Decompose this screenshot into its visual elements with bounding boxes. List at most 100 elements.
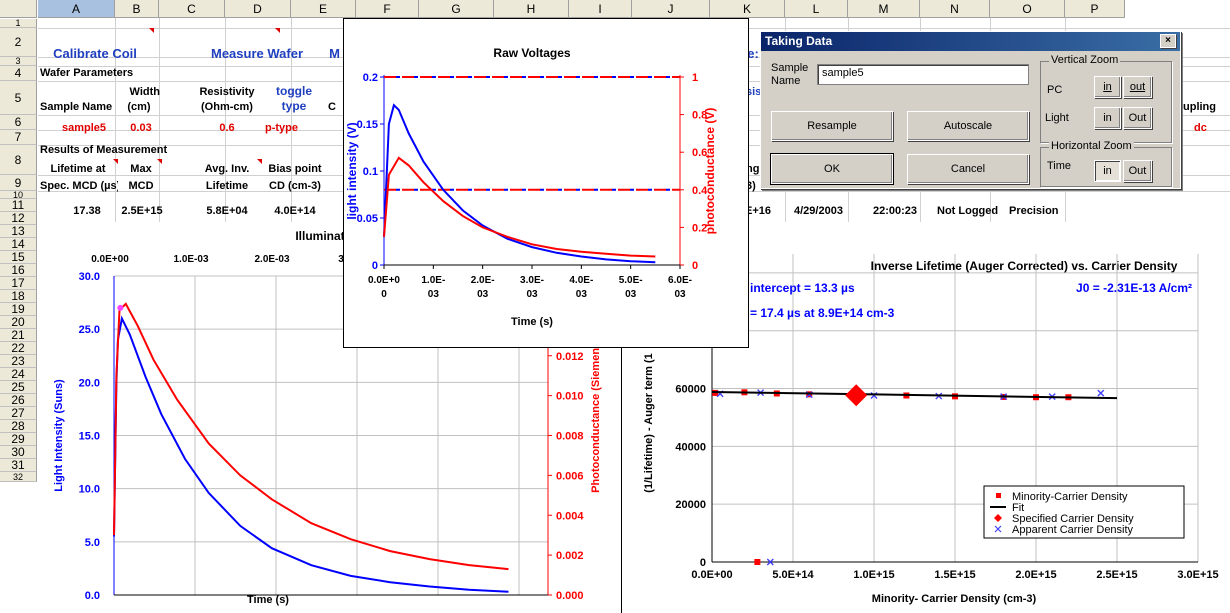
row-header-21[interactable]: 21 (0, 329, 37, 342)
pc-zoom-in-button[interactable]: in (1094, 76, 1121, 98)
row-header-6[interactable]: 6 (0, 115, 37, 130)
toggle-type-button-line2[interactable]: type (281, 99, 307, 113)
calibrate-coil-button[interactable]: Calibrate Coil (53, 46, 137, 61)
illum-right-tick-label: 0.004 (556, 510, 584, 522)
dialog-title-bar[interactable]: Taking Data (761, 32, 1180, 51)
light-label: Light (1045, 112, 1069, 124)
illum-left-tick-label: 20.0 (79, 377, 100, 389)
row-header-22[interactable]: 22 (0, 342, 37, 355)
raw-left-tick-label: 0.05 (357, 213, 378, 225)
column-header-k[interactable]: K (710, 0, 785, 18)
row-header-26[interactable]: 26 (0, 394, 37, 407)
column-header-j[interactable]: J (632, 0, 710, 18)
header-resistivity-2: (Ohm-cm) (201, 101, 253, 113)
gridline (115, 18, 116, 222)
dialog-title: Taking Data (765, 34, 833, 48)
row-header-19[interactable]: 19 (0, 303, 37, 316)
column-header-e[interactable]: E (291, 0, 356, 18)
row-header-23[interactable]: 23 (0, 355, 37, 368)
pc-zoom-out-button[interactable]: out (1123, 76, 1152, 98)
pc-label: PC (1047, 84, 1063, 96)
light-zoom-out-button[interactable]: Out (1123, 107, 1152, 129)
header-partial-j8-1: ng (746, 163, 760, 175)
row-header-30[interactable]: 30 (0, 446, 37, 459)
row-header-18[interactable]: 18 (0, 290, 37, 303)
header-lifetime-1: Lifetime at (50, 163, 106, 175)
time-zoom-in-button[interactable]: in (1094, 160, 1121, 182)
column-header-l[interactable]: L (785, 0, 848, 18)
value-sample-name[interactable]: sample5 (62, 122, 107, 134)
column-header-o[interactable]: O (990, 0, 1065, 18)
value-bias: 4.0E+14 (274, 205, 316, 217)
column-header-f[interactable]: F (356, 0, 419, 18)
value-maxmcd: 2.5E+15 (121, 205, 163, 217)
ok-button[interactable]: OK (770, 153, 894, 185)
value-coupling[interactable]: dc (1194, 122, 1207, 134)
time-zoom-out-button[interactable]: Out (1123, 160, 1152, 182)
row-header-25[interactable]: 25 (0, 381, 37, 394)
illum-right-tick-label: 0.008 (556, 431, 584, 443)
value-type[interactable]: p-type (265, 122, 298, 134)
raw-right-tick-label: 0.6 (692, 147, 707, 159)
column-header-n[interactable]: N (920, 0, 990, 18)
illum-top-tick-label: 0.0E+00 (91, 254, 129, 265)
row-header-9[interactable]: 9 (0, 175, 37, 191)
select-all-corner[interactable] (0, 0, 37, 18)
partial-button-j[interactable]: e: (747, 46, 759, 61)
measure-wafer-button[interactable]: Measure Wafer (211, 46, 303, 61)
column-header-a[interactable]: A (38, 0, 115, 18)
row-header-24[interactable]: 24 (0, 368, 37, 381)
row-header-8[interactable]: 8 (0, 145, 37, 175)
column-header-i[interactable]: I (569, 0, 632, 18)
row-header-13[interactable]: 13 (0, 225, 37, 238)
row-header-11[interactable]: 11 (0, 199, 37, 212)
toggle-type-button-line1[interactable]: toggle (276, 84, 312, 98)
row-header-2[interactable]: 2 (0, 28, 37, 57)
autoscale-button[interactable]: Autoscale (907, 111, 1029, 141)
row-header-17[interactable]: 17 (0, 277, 37, 290)
light-zoom-in-button[interactable]: in (1094, 107, 1121, 129)
column-header-h[interactable]: H (494, 0, 569, 18)
header-sample-name: Sample Name (40, 101, 113, 113)
value-lifetime: 17.38 (73, 205, 101, 217)
column-header-p[interactable]: P (1065, 0, 1125, 18)
row-header-15[interactable]: 15 (0, 251, 37, 264)
raw-left-tick-label: 0.2 (363, 72, 378, 84)
column-header-d[interactable]: D (225, 0, 291, 18)
column-header-b[interactable]: B (115, 0, 159, 18)
row-header-14[interactable]: 14 (0, 238, 37, 251)
value-width[interactable]: 0.03 (130, 122, 152, 134)
horizontal-zoom-label: Horizontal Zoom (1049, 140, 1134, 152)
row-header-1[interactable]: 1 (0, 19, 37, 28)
row-header-20[interactable]: 20 (0, 316, 37, 329)
column-header-g[interactable]: G (419, 0, 494, 18)
raw-x-tick-label: 4.0E- (569, 275, 593, 286)
row-header-28[interactable]: 28 (0, 420, 37, 433)
raw-right-tick-label: 0 (692, 260, 698, 272)
illum-right-tick-label: 0.012 (556, 351, 584, 363)
illum-left-tick-label: 10.0 (79, 484, 100, 496)
row-header-32[interactable]: 32 (0, 472, 37, 482)
row-header-31[interactable]: 31 (0, 459, 37, 472)
cancel-button[interactable]: Cancel (907, 154, 1029, 184)
column-header-c[interactable]: C (159, 0, 225, 18)
resample-button[interactable]: Resample (771, 111, 893, 141)
sample-name-input[interactable]: sample5 (817, 64, 1029, 85)
row-header-12[interactable]: 12 (0, 212, 37, 225)
row-header-16[interactable]: 16 (0, 264, 37, 277)
value-resistivity[interactable]: 0.6 (219, 122, 235, 134)
row-header-5[interactable]: 5 (0, 81, 37, 115)
row-header-29[interactable]: 29 (0, 433, 37, 446)
close-icon[interactable]: × (1160, 34, 1176, 48)
row-header-3[interactable]: 3 (0, 57, 37, 66)
column-header-m[interactable]: M (848, 0, 920, 18)
raw-voltages-chart[interactable]: Raw Voltages 0 0.05 0.1 0.15 0.2 0 0.2 0.4 0.6 0.8… (343, 18, 749, 348)
inv-legend-entry: Minority-Carrier Density (1012, 491, 1128, 503)
row-header-27[interactable]: 27 (0, 407, 37, 420)
row-header-4[interactable]: 4 (0, 66, 37, 81)
raw-series-line-1 (383, 156, 656, 258)
partial-button-e[interactable]: M (329, 46, 340, 61)
row-header-10[interactable]: 10 (0, 191, 37, 199)
vertical-zoom-label: Vertical Zoom (1049, 54, 1121, 66)
row-header-7[interactable]: 7 (0, 130, 37, 145)
